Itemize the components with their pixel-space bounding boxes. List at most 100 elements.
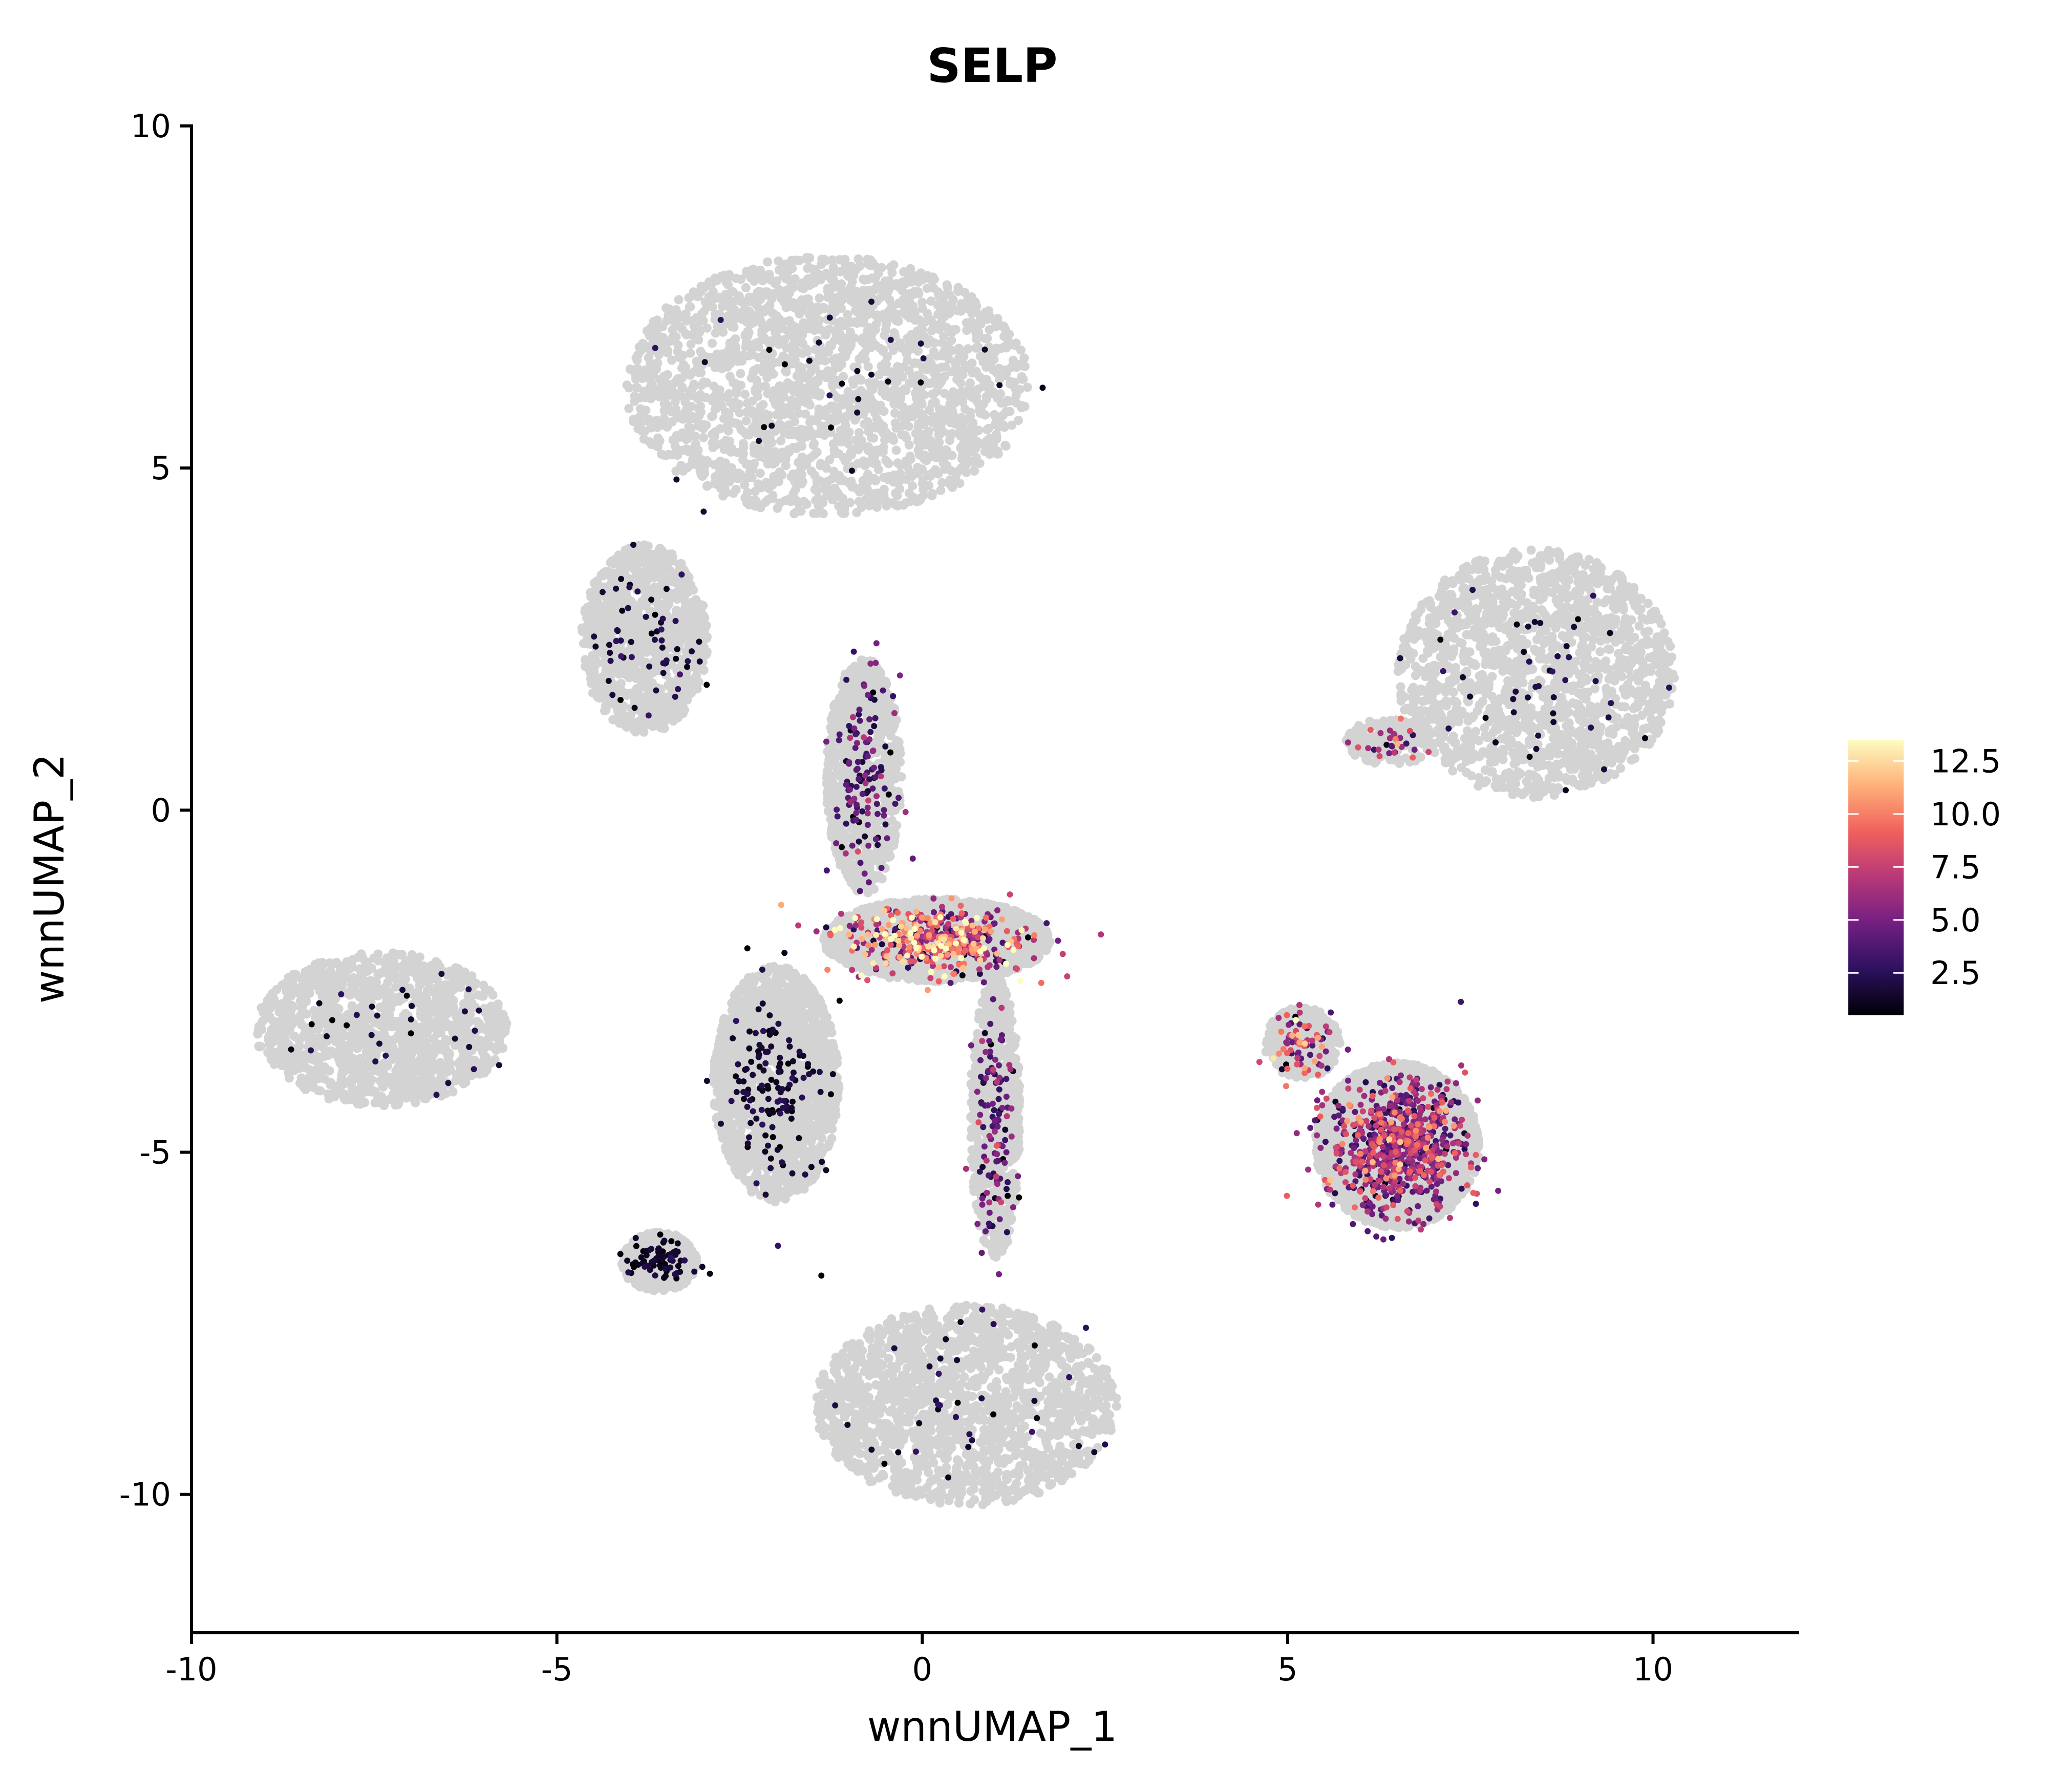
cell-point-background bbox=[823, 476, 833, 486]
cell-point-background bbox=[955, 479, 965, 488]
cell-point-background bbox=[716, 483, 726, 493]
cell-point-background bbox=[956, 431, 966, 441]
cell-point-background bbox=[980, 410, 990, 420]
cell-point-background bbox=[855, 428, 864, 437]
cell-point-background bbox=[624, 383, 634, 393]
cell-point-background bbox=[1001, 407, 1011, 417]
cell-point-background bbox=[860, 275, 869, 285]
cell-point-background bbox=[672, 587, 681, 597]
cell-point-background bbox=[942, 280, 952, 290]
cell-point-background bbox=[873, 269, 883, 279]
cell-point-background bbox=[883, 796, 893, 806]
cell-point-background bbox=[599, 617, 608, 627]
cell-point-background bbox=[721, 289, 731, 299]
cell-point-background bbox=[630, 566, 640, 575]
cell-point-background bbox=[722, 312, 732, 322]
cell-point-background bbox=[779, 268, 789, 278]
background-points-layer bbox=[253, 253, 1679, 1509]
cell-point-background bbox=[967, 300, 976, 309]
cell-point-background bbox=[776, 436, 785, 445]
cell-point-background bbox=[797, 283, 807, 293]
cell-point-background bbox=[802, 344, 812, 354]
cell-point-background bbox=[797, 363, 807, 373]
cell-point-background bbox=[688, 414, 698, 423]
cell-point-background bbox=[600, 706, 609, 716]
cell-point-background bbox=[1022, 382, 1032, 392]
cell-point-background bbox=[668, 435, 678, 445]
cell-point-background bbox=[953, 466, 963, 476]
cell-point-background bbox=[842, 426, 851, 436]
cell-point-background bbox=[758, 291, 768, 301]
cell-point-background bbox=[937, 478, 947, 487]
cell-point-background bbox=[718, 355, 728, 365]
cell-point-background bbox=[731, 379, 741, 389]
cell-point-background bbox=[833, 782, 842, 792]
cell-point-background bbox=[638, 339, 648, 349]
cell-point-background bbox=[757, 326, 767, 336]
cell-point-background bbox=[904, 488, 914, 498]
cell-point-background bbox=[621, 590, 631, 600]
cell-point-background bbox=[753, 499, 763, 509]
cell-point-background bbox=[898, 286, 907, 295]
cell-point-background bbox=[790, 335, 799, 345]
cell-point-background bbox=[1011, 340, 1020, 350]
cell-point-background bbox=[728, 418, 738, 428]
cell-point-background bbox=[799, 373, 808, 382]
cell-point-background bbox=[592, 576, 602, 586]
cell-point-background bbox=[712, 440, 721, 450]
cell-point-background bbox=[748, 396, 757, 406]
cell-point-background bbox=[884, 388, 893, 397]
cell-point-background bbox=[839, 682, 849, 692]
cell-point-background bbox=[982, 375, 991, 385]
cell-point-background bbox=[802, 254, 812, 264]
cell-point-background bbox=[803, 294, 813, 304]
cell-point-background bbox=[839, 372, 848, 381]
cell-point-background bbox=[933, 469, 943, 479]
cell-point-background bbox=[974, 425, 984, 435]
cell-point-background bbox=[868, 258, 878, 268]
cell-point-background bbox=[624, 403, 634, 413]
cell-point-background bbox=[937, 297, 947, 307]
cell-point-background bbox=[802, 455, 812, 464]
cell-point-background bbox=[629, 414, 638, 424]
cell-point-background bbox=[662, 316, 671, 326]
cell-point-background bbox=[670, 572, 679, 582]
cell-point-background bbox=[888, 765, 898, 775]
cell-point-background bbox=[1011, 391, 1021, 400]
cell-point-background bbox=[700, 623, 710, 633]
cell-point-background bbox=[709, 392, 719, 401]
cell-point-background bbox=[607, 665, 616, 675]
cell-point-background bbox=[681, 444, 691, 454]
cell-point-background bbox=[835, 267, 845, 276]
cell-point-background bbox=[781, 367, 791, 377]
cell-point-background bbox=[892, 362, 902, 371]
cell-point-background bbox=[731, 485, 741, 494]
cell-point-background bbox=[925, 406, 934, 415]
cell-point-background bbox=[738, 439, 748, 449]
cell-point-background bbox=[685, 293, 694, 303]
cell-point-background bbox=[586, 617, 595, 627]
cell-point-background bbox=[830, 469, 840, 479]
cell-point-background bbox=[763, 495, 773, 505]
cell-point-background bbox=[665, 682, 675, 692]
cell-point-background bbox=[735, 469, 744, 479]
cell-point-background bbox=[913, 436, 923, 446]
cell-point-background bbox=[718, 302, 727, 311]
cell-point-background bbox=[681, 599, 691, 608]
cell-point-background bbox=[659, 414, 669, 423]
cell-point-background bbox=[696, 347, 706, 356]
cell-point-background bbox=[826, 342, 836, 351]
cell-point-background bbox=[835, 825, 845, 835]
cell-point-background bbox=[885, 716, 895, 726]
cell-point-background bbox=[687, 386, 696, 395]
cell-point-background bbox=[971, 453, 981, 462]
cell-point-background bbox=[784, 316, 794, 326]
cell-point-background bbox=[1020, 402, 1030, 411]
cell-point-background bbox=[697, 392, 707, 402]
cell-point-background bbox=[673, 413, 683, 422]
cell-point-background bbox=[790, 355, 800, 365]
cell-point-background bbox=[812, 447, 822, 457]
cell-point-background bbox=[990, 420, 1000, 430]
cell-point-background bbox=[864, 334, 873, 344]
cell-point-background bbox=[865, 493, 875, 503]
